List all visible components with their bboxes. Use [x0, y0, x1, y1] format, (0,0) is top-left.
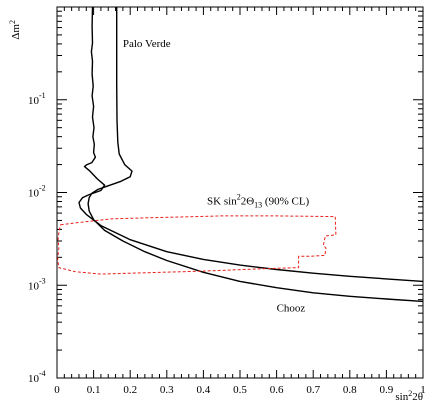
- y-ticks: 10-4 10-3 10-2 10-1: [28, 10, 423, 385]
- y-tick-label-2: 10-2: [28, 184, 46, 200]
- y-tick-label-3: 10-1: [28, 91, 46, 107]
- chooz-label: Chooz: [277, 303, 306, 315]
- x-tick-label-4: 0.4: [197, 384, 211, 396]
- x-tick-label-9: 0.9: [380, 384, 394, 396]
- x-tick-label-0: 0: [54, 384, 60, 396]
- series-chooz-line: [87, 7, 424, 303]
- x-tick-label-2: 0.2: [123, 384, 137, 396]
- series-group: [57, 6, 424, 303]
- x-tick-label-8: 0.8: [343, 384, 357, 396]
- x-tick-label-10: 1: [420, 384, 425, 396]
- x-axis-label: sin22θ: [395, 389, 423, 403]
- palo-verde-label: Palo Verde: [123, 38, 171, 50]
- x-tick-label-1: 0.1: [87, 384, 101, 396]
- series-palo-verde-line: [78, 6, 424, 283]
- y-tick-label-1: 10-3: [28, 276, 46, 292]
- y-tick-label-0: 10-4: [28, 369, 46, 385]
- x-tick-label-6: 0.6: [270, 384, 284, 396]
- y-axis-label: Δm2: [8, 20, 22, 40]
- sk-region-label: SK sin22Θ13 (90% CL): [207, 193, 309, 210]
- x-tick-label-7: 0.7: [306, 384, 320, 396]
- x-tick-label-5: 0.5: [233, 384, 247, 396]
- labels-group: Palo Verde Chooz SK sin22Θ13 (90% CL): [123, 38, 310, 315]
- x-ticks: 0 0.1 0.2 0.3 0.4 0.5 0.6 0.7 0.8 0.9 1: [54, 7, 425, 396]
- series-sk-region-line: [57, 215, 337, 275]
- x-tick-label-3: 0.3: [160, 384, 174, 396]
